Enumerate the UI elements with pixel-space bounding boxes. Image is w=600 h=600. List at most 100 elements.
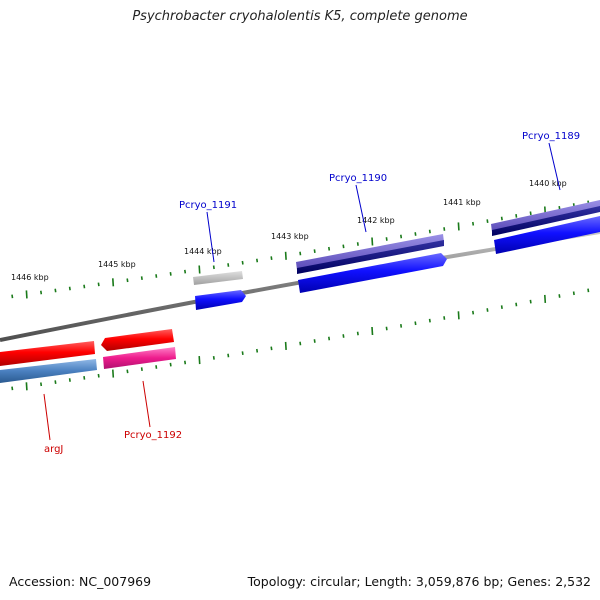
tick-outer-mark: [126, 278, 129, 283]
gene-label-pcryo-1192[interactable]: Pcryo_1192: [124, 430, 182, 441]
tick-label-1446: 1446 kbp: [11, 273, 49, 282]
tick-inner-mark: [169, 362, 172, 367]
cds-arrow-pcryo-1191[interactable]: [195, 290, 246, 310]
tick-outer-mark: [25, 290, 28, 299]
tick-inner-mark: [558, 294, 561, 298]
tick-inner-mark: [227, 353, 230, 358]
tick-inner-mark: [400, 323, 403, 328]
gene-feature-pcryo-1191[interactable]: [193, 271, 243, 285]
tick-inner-mark: [457, 311, 460, 320]
tick-outer-mark: [428, 229, 431, 234]
tick-outer-mark: [529, 211, 532, 216]
tick-inner-mark: [241, 351, 244, 356]
tick-inner-mark: [140, 367, 143, 372]
tick-inner-mark: [270, 346, 273, 351]
tick-outer-mark: [68, 286, 71, 291]
tick-outer-mark: [184, 269, 187, 274]
tick-inner-mark: [198, 356, 201, 365]
leader-argj: [43, 393, 51, 441]
gene-feature-pcryo-1189[interactable]: [491, 200, 600, 232]
tick-outer-mark: [40, 290, 43, 295]
tick-track-outer: [11, 200, 590, 299]
tick-outer-mark: [443, 227, 446, 231]
tick-inner-mark: [212, 355, 215, 360]
gene-feature-pcryo-1190[interactable]: [296, 234, 444, 270]
tick-inner-mark: [284, 341, 287, 350]
cds-arrow-pcryo-1192[interactable]: [101, 329, 174, 351]
cds-arrow-pcryo-1190[interactable]: [298, 253, 447, 293]
tick-outer-mark: [169, 271, 172, 276]
tick-outer-mark: [328, 246, 331, 251]
tick-inner-mark: [126, 369, 129, 374]
tick-outer-mark: [198, 265, 201, 274]
tick-outer-mark: [486, 219, 489, 224]
tick-inner-mark: [342, 334, 345, 338]
tick-inner-mark: [97, 373, 100, 378]
tick-outer-mark: [155, 274, 158, 278]
tick-inner-mark: [356, 331, 359, 336]
tick-outer-mark: [400, 234, 403, 239]
tick-inner-mark: [443, 316, 446, 320]
tick-outer-mark: [11, 294, 14, 299]
tick-outer-mark: [241, 260, 244, 265]
tick-label-1442: 1442 kbp: [357, 216, 395, 225]
tick-label-1445: 1445 kbp: [98, 260, 136, 269]
tick-inner-mark: [572, 291, 575, 296]
map-title: Psychrobacter cryohalolentis K5, complet…: [132, 9, 468, 24]
tick-inner-mark: [112, 369, 115, 378]
gene-label-argj[interactable]: argJ: [44, 444, 63, 455]
tick-inner-mark: [68, 378, 71, 382]
leader-pcryo-1190: [355, 184, 367, 233]
tick-label-1440: 1440 kbp: [529, 179, 567, 188]
cds-arrow-argj[interactable]: [0, 341, 95, 366]
tick-outer-mark: [515, 213, 518, 218]
tick-inner-mark: [371, 326, 374, 336]
tick-inner-mark: [500, 305, 503, 310]
tick-outer-mark: [500, 216, 503, 221]
tick-label-1441: 1441 kbp: [443, 198, 481, 207]
tick-label-1444: 1444 kbp: [184, 247, 222, 256]
gene-feature-pcryo-1192[interactable]: [103, 347, 176, 369]
tick-inner-mark: [40, 382, 43, 387]
tick-inner-mark: [428, 318, 431, 323]
tick-label-1443: 1443 kbp: [271, 232, 309, 241]
tick-outer-mark: [54, 288, 57, 293]
accession-text: Accession: NC_007969: [9, 574, 152, 589]
cds-arrow-pcryo-1189[interactable]: [494, 216, 600, 254]
gene-feature-argj[interactable]: [0, 359, 97, 383]
tick-outer-mark: [270, 256, 273, 261]
tick-inner-mark: [385, 326, 388, 331]
tick-inner-mark: [328, 336, 331, 341]
tick-outer-mark: [83, 284, 86, 289]
tick-outer-mark: [256, 258, 259, 263]
leader-pcryo-1192: [142, 380, 151, 428]
tick-outer-mark: [313, 249, 316, 254]
tick-outer-mark: [356, 242, 359, 246]
gene-label-pcryo-1191[interactable]: Pcryo_1191: [179, 200, 237, 211]
tick-inner-mark: [184, 360, 187, 365]
tick-outer-mark: [472, 221, 475, 226]
tick-outer-mark: [284, 251, 287, 260]
gene-label-pcryo-1190[interactable]: Pcryo_1190: [329, 173, 387, 184]
leader-pcryo-1189: [548, 142, 561, 191]
tick-track-inner: [11, 288, 590, 391]
leader-pcryo-1191: [206, 211, 215, 263]
tick-inner-mark: [515, 302, 518, 307]
tick-inner-mark: [11, 386, 14, 391]
tick-outer-mark: [414, 232, 417, 236]
tick-inner-mark: [486, 308, 489, 312]
tick-inner-mark: [83, 375, 86, 380]
tick-outer-mark: [457, 222, 460, 231]
tick-inner-mark: [587, 288, 590, 293]
tick-inner-mark: [25, 382, 28, 391]
tick-outer-mark: [140, 276, 143, 281]
tick-outer-mark: [342, 244, 345, 249]
gene-label-pcryo-1189[interactable]: Pcryo_1189: [522, 131, 580, 142]
tick-outer-mark: [385, 237, 388, 241]
tick-inner-mark: [54, 380, 57, 385]
tick-inner-mark: [414, 321, 417, 326]
tick-outer-mark: [371, 237, 374, 246]
tick-inner-mark: [155, 365, 158, 369]
tick-outer-mark: [299, 251, 302, 256]
